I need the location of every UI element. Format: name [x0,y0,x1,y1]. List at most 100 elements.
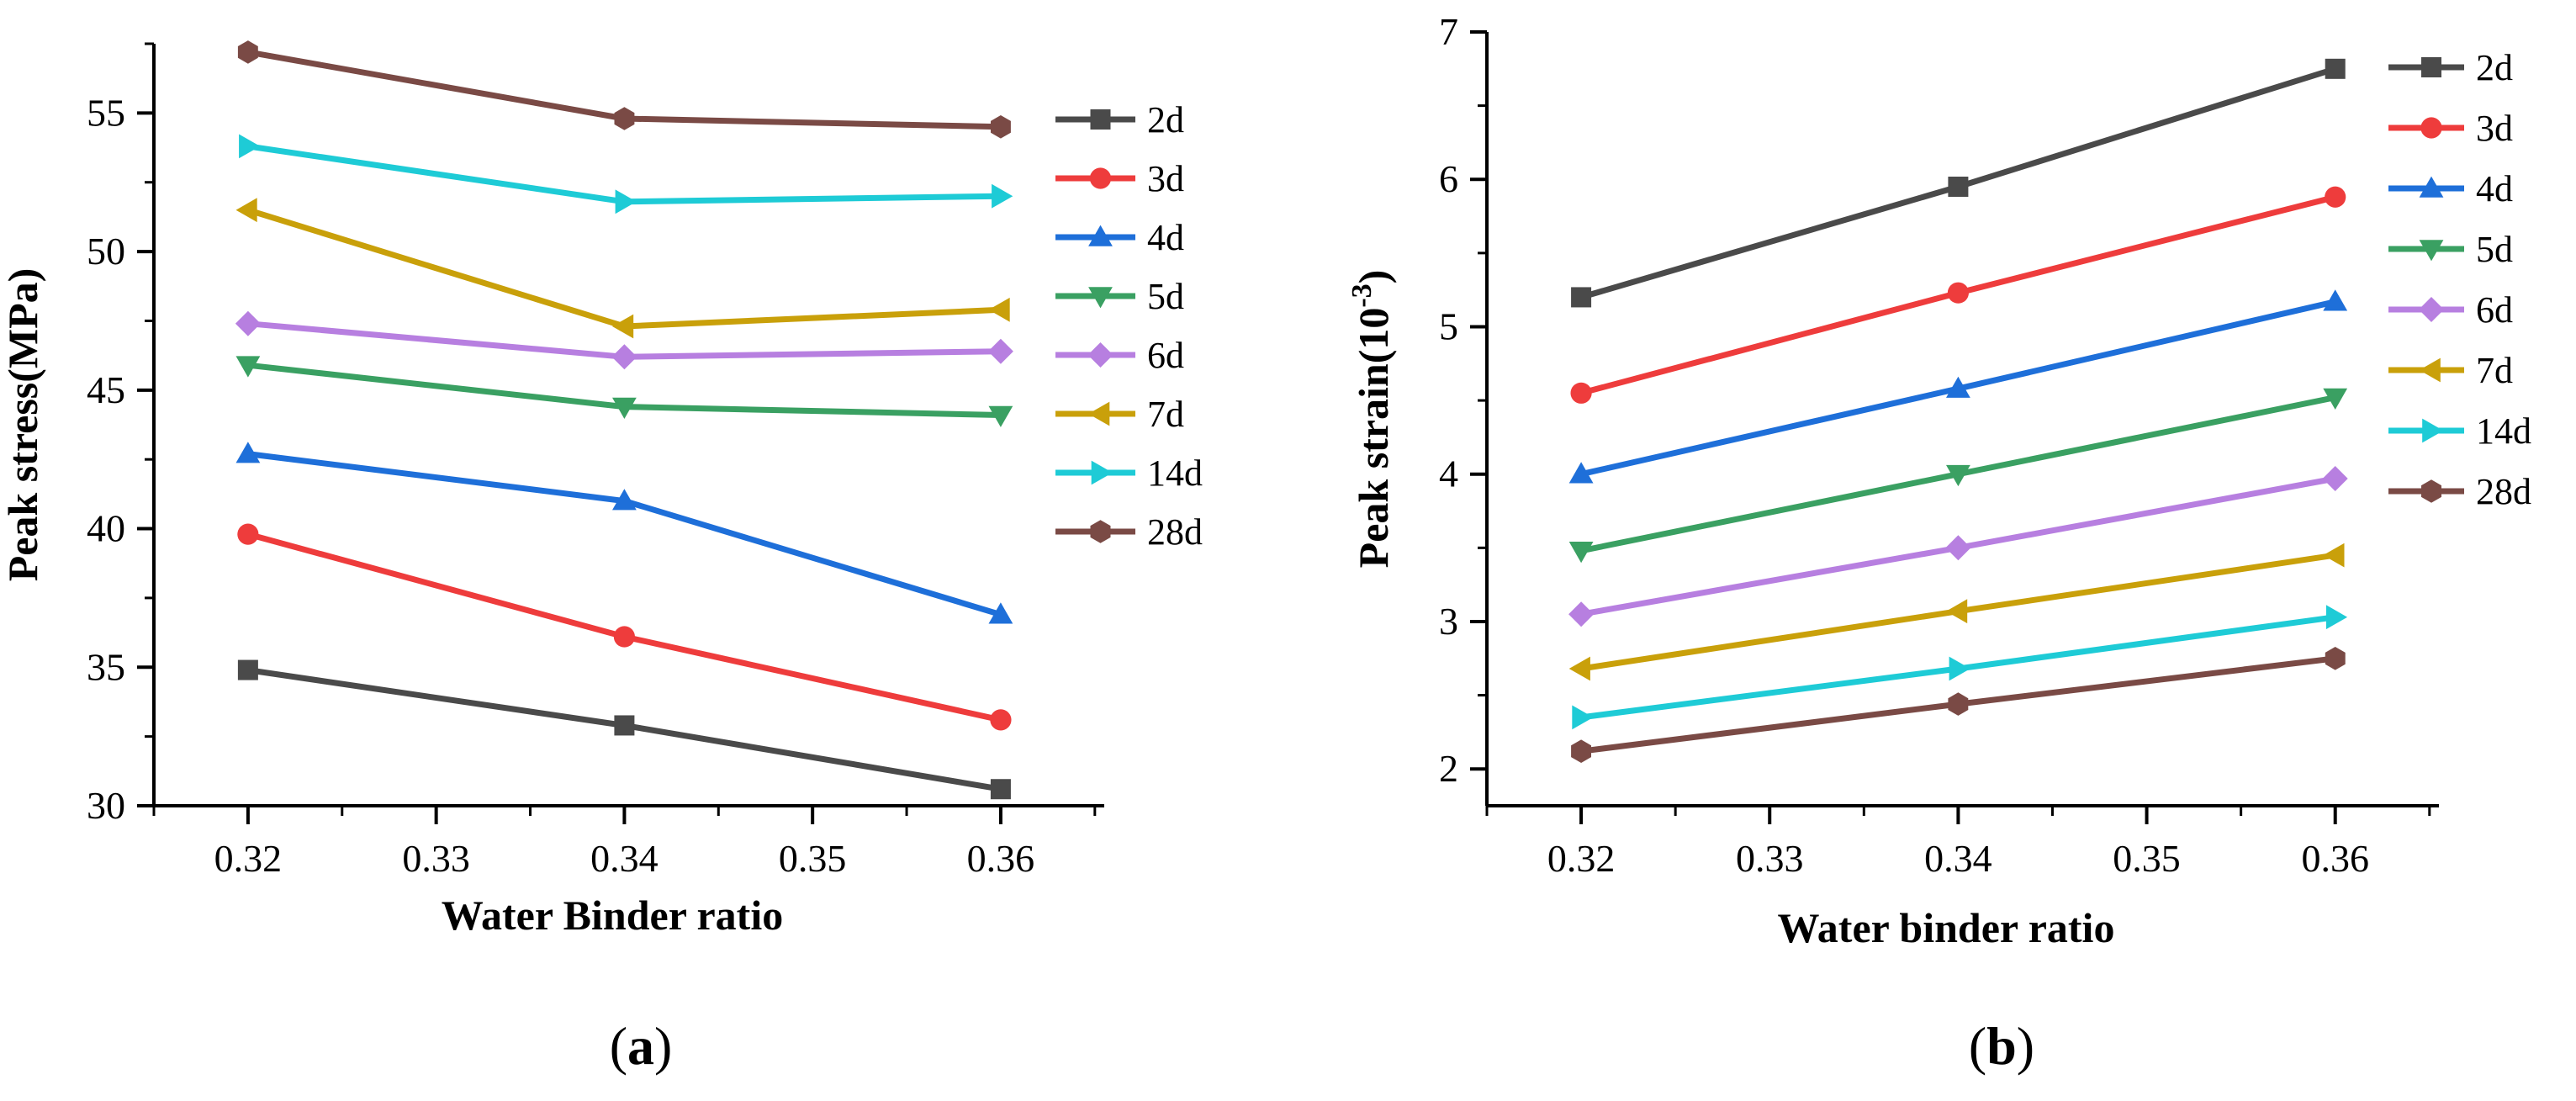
x-tick-label: 0.33 [1736,837,1804,880]
data-point [2323,388,2348,410]
legend-marker [1088,287,1113,309]
series-6d [235,310,1013,370]
legend-item: 2d [1055,99,1184,140]
legend-label: 2d [1147,99,1184,140]
series-4d [235,442,1013,624]
legend-marker [1087,342,1113,368]
data-point [239,134,261,159]
series-7d [1568,543,2345,681]
x-tick-label: 0.36 [2301,837,2369,880]
y-tick-label: 30 [87,784,125,827]
y-tick-label: 45 [87,368,125,411]
series-14d [239,134,1013,214]
legend-label: 4d [2476,168,2513,209]
data-point [2323,543,2345,568]
data-point [2323,289,2348,311]
legend-label: 14d [1147,453,1203,494]
legend-marker [2420,117,2442,139]
legend-marker [2419,240,2444,262]
legend-label: 5d [1147,276,1184,317]
data-point [614,107,635,130]
panel-label: (a) [610,1016,673,1076]
data-point [1568,542,1594,564]
series-28d [1571,647,2346,763]
data-point [1568,656,1590,681]
data-point [1571,739,1591,763]
data-point [991,115,1011,139]
data-point [2325,647,2346,670]
legend-item: 28d [2388,471,2531,512]
data-point [235,356,261,378]
legend-label: 5d [2476,229,2513,270]
data-point [237,523,259,545]
legend-item: 4d [2388,168,2513,209]
legend-item: 14d [2388,410,2531,452]
data-point [1571,287,1592,308]
legend-marker [1088,225,1113,246]
chart-panel-b: 0.32 0.33 0.34 0.35 0.36 2 3 4 5 6 7 Water binder r… [1346,10,2531,1076]
chart-panel-a: 0.32 0.33 0.34 0.35 0.36 30 35 40 45 50 55 Water Bi… [0,40,1203,1076]
x-tick-label: 0.34 [1924,837,1992,880]
data-point [1572,705,1594,730]
x-tick-label: 0.36 [967,837,1035,880]
legend-item: 6d [2388,289,2513,331]
x-tick-label: 0.33 [402,837,470,880]
y-tick-label: 50 [87,230,125,273]
data-point [2325,186,2346,208]
data-point [235,442,261,463]
legend-marker [2419,357,2441,383]
data-point [988,297,1010,322]
legend-item: 7d [2388,350,2513,391]
y-tick-label: 3 [1439,600,1458,643]
y-axis-title-text: Peak stress(MPa) [0,268,46,582]
data-point [1948,692,1969,716]
legend-label: 28d [1147,511,1203,553]
data-point [2325,58,2346,79]
data-point [2325,605,2348,630]
legend-item: 3d [2388,108,2513,149]
data-point [237,659,258,680]
y-axis-title: Peak strain(10-3) [1346,270,1397,569]
legend-marker [1090,109,1111,130]
y-tick-label: 55 [87,91,125,134]
data-point [1946,464,1970,487]
data-point [1947,282,1969,304]
legend-label: 7d [2476,350,2513,391]
legend-label: 6d [1147,335,1184,376]
data-point [611,344,637,370]
data-point [1945,535,1971,561]
series-5d [235,356,1013,427]
data-point [612,397,637,419]
y-tick-label: 5 [1439,304,1458,347]
data-point [1949,656,1970,681]
data-point [613,626,636,648]
series-line [247,451,1002,618]
series-3d [1570,186,2346,404]
legend-item: 5d [1055,276,1184,317]
legend-label: 28d [2476,471,2531,512]
y-axis-title-end: ) [1350,270,1397,284]
panel-label: (b) [1969,1016,2034,1076]
legend-marker [2421,479,2441,503]
series-3d [237,523,1012,731]
y-axis-title-superscript: -3 [1346,283,1378,307]
y-tick-label: 35 [87,645,125,688]
series-2d [237,659,1011,800]
data-point [988,405,1013,427]
series-28d [237,40,1011,139]
legend-marker [1091,460,1113,485]
legend-marker [2422,418,2444,443]
series-6d [1568,466,2348,627]
data-point [237,40,258,64]
data-point [988,602,1013,624]
data-point [1570,382,1592,404]
x-tick-label: 0.35 [2113,837,2181,880]
data-point [612,314,634,339]
data-point [2322,466,2348,491]
series-7d [235,198,1010,339]
series-line [247,143,1001,205]
legend-item: 28d [1055,511,1203,553]
legend-item: 14d [1055,453,1203,494]
y-tick-label: 7 [1439,10,1458,53]
